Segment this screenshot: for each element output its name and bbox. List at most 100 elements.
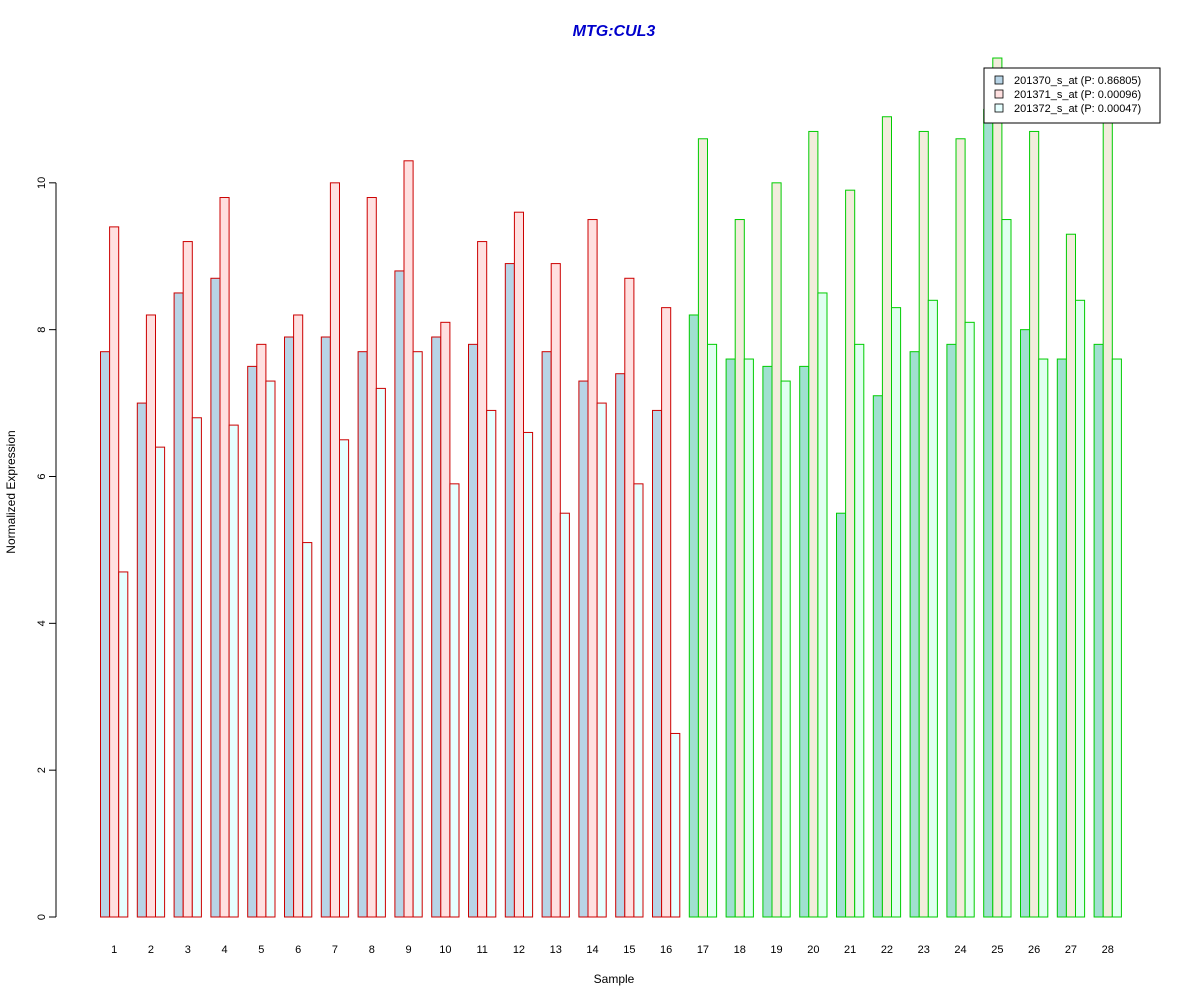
bar-s3-sample-7	[339, 439, 350, 918]
bar-s3-sample-1	[118, 571, 129, 918]
x-tick-label: 27	[1065, 944, 1077, 956]
bar-s2-sample-10	[440, 321, 451, 918]
legend-entry: 201372_s_at (P: 0.00047)	[1014, 103, 1141, 115]
bar-s2-sample-8	[366, 197, 377, 918]
bar-s3-sample-16	[670, 732, 681, 918]
x-tick-label: 7	[332, 944, 338, 956]
x-tick-label: 3	[185, 944, 191, 956]
bar-s3-sample-11	[486, 409, 497, 918]
y-tick-label: 8	[36, 327, 48, 333]
y-tick-label: 4	[36, 620, 48, 626]
x-tick-label: 14	[586, 944, 598, 956]
bar-s1-sample-26	[1020, 329, 1031, 918]
bar-s2-sample-25	[992, 57, 1003, 918]
x-tick-label: 4	[221, 944, 227, 956]
bar-s1-sample-3	[173, 292, 184, 918]
bar-s3-sample-2	[155, 446, 166, 918]
bar-s1-sample-17	[688, 314, 699, 918]
bar-s3-sample-23	[927, 299, 938, 918]
chart-title: MTG:CUL3	[573, 23, 656, 40]
x-tick-label: 15	[623, 944, 635, 956]
x-tick-label: 2	[148, 944, 154, 956]
x-tick-label: 1	[111, 944, 117, 956]
bar-s3-sample-6	[302, 542, 313, 918]
bar-s1-sample-15	[615, 373, 626, 918]
legend-box	[983, 67, 1161, 124]
bar-s3-sample-10	[449, 483, 460, 918]
y-tick-label: 2	[36, 767, 48, 773]
bar-s1-sample-16	[652, 409, 663, 918]
bar-s3-sample-14	[596, 402, 607, 918]
bar-s3-sample-15	[633, 483, 644, 918]
bar-s3-sample-20	[817, 292, 828, 918]
bar-s2-sample-23	[918, 130, 929, 918]
bar-s1-sample-12	[504, 263, 515, 918]
bar-s2-sample-19	[771, 182, 782, 918]
x-tick-label: 19	[770, 944, 782, 956]
bar-s2-sample-12	[513, 211, 525, 918]
bar-s1-sample-28	[1093, 343, 1104, 918]
bar-s3-sample-28	[1111, 358, 1122, 918]
x-tick-label: 12	[513, 944, 525, 956]
bar-s1-sample-4	[210, 277, 221, 918]
x-tick-label: 9	[405, 944, 411, 956]
bar-s1-sample-11	[468, 343, 479, 918]
bar-s3-sample-19	[780, 380, 791, 918]
bar-s2-sample-7	[329, 182, 340, 918]
bar-s2-sample-22	[881, 116, 893, 918]
bar-s3-sample-17	[707, 343, 718, 918]
bar-s1-sample-14	[578, 380, 589, 918]
x-tick-label: 10	[439, 944, 451, 956]
bar-s1-sample-22	[872, 395, 883, 918]
bar-s3-sample-8	[375, 387, 386, 918]
bar-s3-sample-4	[228, 424, 239, 918]
bar-s1-sample-23	[909, 351, 920, 918]
bar-s2-sample-14	[587, 219, 598, 918]
legend: 201370_s_at (P: 0.86805) 201371_s_at (P: …	[983, 67, 1161, 124]
x-tick-label: 24	[954, 944, 966, 956]
bar-s2-sample-13	[550, 263, 561, 918]
bar-s2-sample-21	[845, 189, 856, 918]
bar-s2-sample-17	[697, 138, 709, 918]
bar-s1-sample-24	[946, 343, 957, 918]
bar-s2-sample-28	[1102, 116, 1113, 918]
bar-s2-sample-15	[624, 277, 635, 918]
y-axis-label: Normalized Expression	[4, 430, 18, 553]
y-axis: 0 2 4 6 8 10	[36, 177, 57, 920]
bar-s3-sample-5	[265, 380, 276, 918]
bar-s1-sample-19	[762, 365, 773, 918]
bar-s3-sample-24	[964, 321, 975, 918]
bar-s1-sample-20	[799, 365, 810, 918]
x-tick-label: 17	[697, 944, 709, 956]
bar-s1-sample-8	[357, 351, 368, 918]
x-tick-label: 20	[807, 944, 819, 956]
bar-s1-sample-5	[247, 365, 258, 918]
bar-s3-sample-26	[1038, 358, 1049, 918]
legend-swatch	[994, 89, 1004, 99]
x-axis-label: Sample	[594, 972, 635, 986]
x-tick-label: 26	[1028, 944, 1040, 956]
x-tick-label: 11	[476, 944, 487, 956]
bar-s3-sample-22	[891, 307, 902, 918]
bar-group	[100, 57, 1122, 918]
bar-s3-sample-25	[1001, 219, 1012, 918]
bar-s2-sample-24	[955, 138, 966, 918]
bar-s2-sample-27	[1065, 233, 1077, 918]
bar-s2-sample-20	[808, 130, 819, 918]
bar-s3-sample-18	[743, 358, 754, 918]
bar-s2-sample-1	[109, 226, 120, 918]
bar-s1-sample-1	[100, 351, 111, 918]
x-tick-label: 6	[295, 944, 301, 956]
legend-entry: 201370_s_at (P: 0.86805)	[1014, 75, 1141, 87]
x-tick-label: 21	[844, 944, 856, 956]
bar-s2-sample-11	[477, 241, 488, 918]
bar-s3-sample-13	[559, 512, 570, 918]
bar-s2-sample-3	[182, 241, 193, 918]
bar-s2-sample-5	[256, 343, 267, 918]
y-tick-label: 10	[36, 177, 48, 189]
bar-s2-sample-9	[403, 160, 414, 918]
legend-swatch	[994, 103, 1004, 113]
bar-s1-sample-13	[541, 351, 552, 918]
x-tick-label: 16	[660, 944, 672, 956]
bar-s3-sample-21	[854, 343, 865, 918]
